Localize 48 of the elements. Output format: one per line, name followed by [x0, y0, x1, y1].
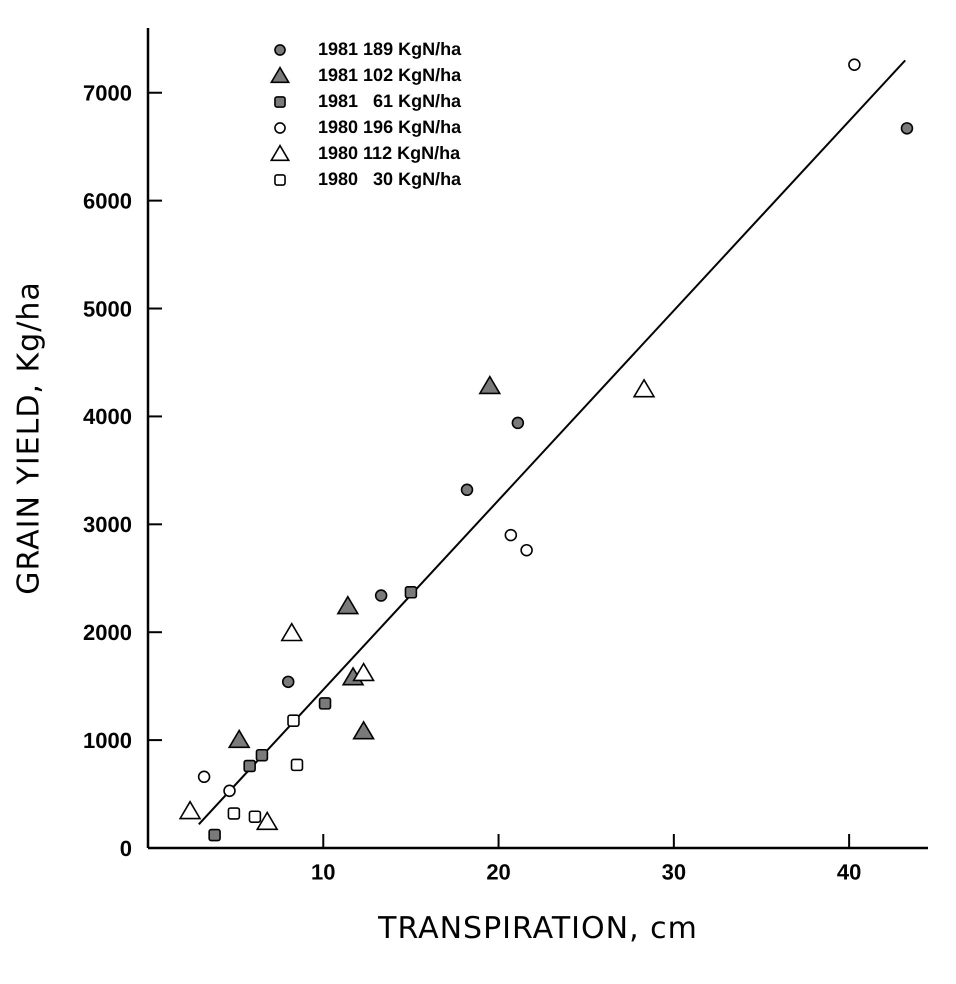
legend-label: 1981 189 KgN/ha — [318, 38, 462, 60]
point — [228, 730, 250, 748]
legend-label: 1980 196 KgN/ha — [318, 116, 462, 138]
point — [900, 122, 914, 135]
point — [479, 376, 501, 394]
point — [228, 807, 240, 820]
point — [318, 697, 332, 710]
y-tick-label: 5000 — [83, 296, 132, 322]
x-tick-label: 30 — [662, 860, 686, 885]
x-tick-label: 10 — [311, 860, 336, 885]
point — [504, 528, 518, 542]
y-tick-label: 0 — [120, 836, 132, 861]
y-tick-label: 4000 — [83, 404, 132, 430]
point — [248, 810, 262, 823]
point — [243, 760, 256, 772]
point — [460, 484, 474, 496]
x-tick-label: 40 — [836, 860, 862, 885]
point — [198, 770, 210, 784]
point — [337, 596, 359, 614]
point — [208, 828, 221, 842]
point — [179, 800, 201, 820]
x-tick-label: 20 — [486, 860, 511, 885]
point — [281, 622, 302, 642]
point — [256, 812, 278, 830]
point — [848, 58, 861, 71]
point — [287, 714, 300, 727]
y-axis-title: GRAIN YIELD, Kg/ha — [12, 281, 47, 595]
point — [290, 758, 304, 772]
point — [223, 784, 236, 798]
y-tick-label: 1000 — [83, 728, 132, 753]
legend-label: 1981 102 KgN/ha — [318, 64, 462, 86]
point — [352, 721, 374, 740]
point — [404, 586, 418, 599]
point — [282, 676, 294, 688]
point — [512, 416, 524, 430]
y-tick-label: 2000 — [83, 620, 132, 646]
point — [352, 662, 374, 682]
point — [520, 544, 533, 556]
y-tick-label: 3000 — [83, 512, 132, 538]
x-axis-title: TRANSPIRATION, cm — [377, 911, 698, 946]
point — [374, 589, 388, 602]
point — [256, 748, 268, 762]
y-tick-label: 6000 — [83, 188, 132, 214]
y-tick-label: 7000 — [83, 80, 132, 106]
legend-label: 1980 30 KgN/ha — [318, 168, 462, 190]
legend-label: 1981 61 KgN/ha — [318, 90, 462, 112]
legend-label: 1980 112 KgN/ha — [318, 142, 460, 164]
point — [633, 379, 655, 398]
